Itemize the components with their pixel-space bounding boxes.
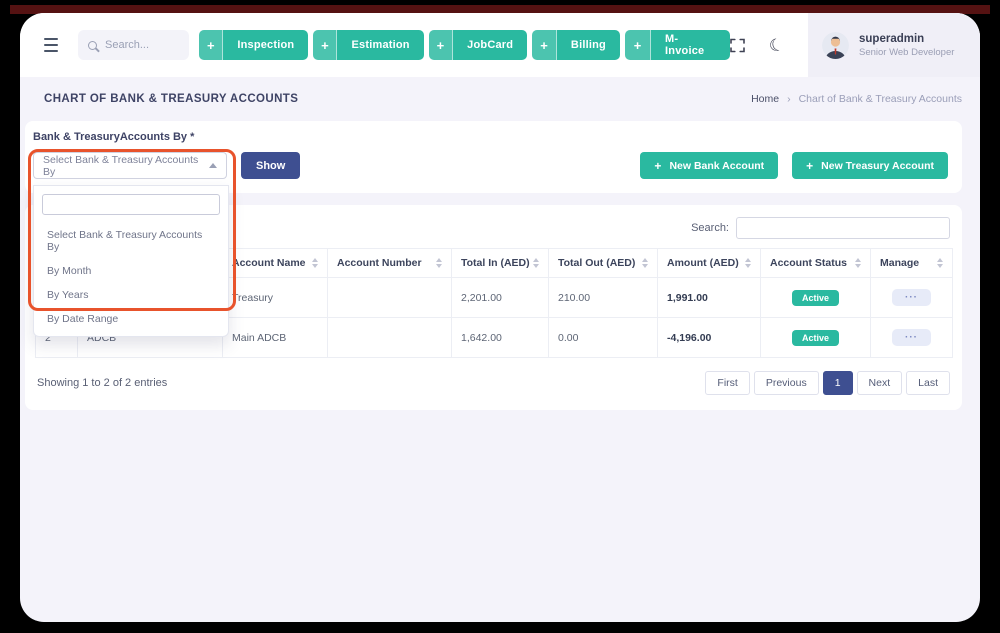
sort-icon [855,258,861,268]
inspection-button-label: Inspection [237,39,295,51]
cell-account-number [327,277,452,318]
new-bank-account-button[interactable]: + New Bank Account [640,152,779,179]
user-role: Senior Web Developer [859,46,955,58]
top-navbar: + Inspection + Estimation + JobCard + Bi… [20,13,980,77]
estimation-button-label: Estimation [351,39,410,51]
pagination-page-1[interactable]: 1 [822,371,853,395]
sort-icon [436,258,442,268]
accounts-by-select[interactable]: Select Bank & Treasury Accounts By [33,152,227,179]
dropdown-option-by-month[interactable]: By Month [47,265,92,277]
show-button[interactable]: Show [241,152,301,179]
dropdown-option-placeholder[interactable]: Select Bank & Treasury Accounts By [47,229,203,253]
fullscreen-icon[interactable] [729,38,745,53]
new-treasury-account-button[interactable]: + New Treasury Account [792,152,948,179]
col-header-amount[interactable]: Amount (AED) [657,248,761,278]
plus-icon: + [428,30,454,60]
billing-button[interactable]: + Billing [532,30,620,60]
table-search-row: Search: [35,214,952,248]
manage-actions-button[interactable]: ··· [892,289,931,306]
select-value: Select Bank & Treasury Accounts By [43,153,199,178]
cell-amount: 1,991.00 [657,277,761,318]
status-badge: Active [791,329,839,346]
col-header-account-name[interactable]: Account Name [222,248,328,278]
new-bank-account-label: New Bank Account [669,159,765,172]
plus-icon: + [313,30,338,60]
plus-icon: + [806,158,814,173]
estimation-button[interactable]: + Estimation [313,30,424,60]
billing-button-label: Billing [570,39,606,51]
dropdown-option-by-date-range[interactable]: By Date Range [47,313,119,325]
browser-top-strip [10,5,990,14]
cell-status: Active [760,277,871,318]
cell-account-name: Main ADCB [222,317,328,358]
col-header-account-status[interactable]: Account Status [760,248,871,278]
cell-manage: ··· [870,277,953,318]
filter-card: Bank & TreasuryAccounts By * Select Bank… [25,121,962,193]
page-header: CHART OF BANK & TREASURY ACCOUNTS Home ›… [20,77,980,121]
select-dropdown-panel: Select Bank & Treasury Accounts By By Mo… [33,185,229,337]
cell-status: Active [760,317,871,358]
col-header-total-out[interactable]: Total Out (AED) [548,248,658,278]
hamburger-menu-icon[interactable] [44,34,58,56]
user-info: superadmin Senior Web Developer [859,33,954,58]
plus-icon: + [654,158,662,173]
pagination-last[interactable]: Last [906,371,950,395]
sort-icon [312,258,318,268]
manage-actions-button[interactable]: ··· [892,329,931,346]
cell-total-in: 2,201.00 [451,277,549,318]
new-treasury-account-label: New Treasury Account [821,159,934,172]
dark-mode-moon-icon[interactable]: ☾ [766,33,787,57]
cell-total-out: 0.00 [548,317,658,358]
user-name: superadmin [859,32,925,45]
filter-row: Select Bank & Treasury Accounts By Show … [33,152,948,179]
jobcard-button-label: JobCard [467,39,514,51]
pagination-first[interactable]: First [705,371,750,395]
table-footer: Showing 1 to 2 of 2 entries First Previo… [35,358,952,400]
cell-account-name: Treasury [222,277,328,318]
col-header-manage[interactable]: Manage [870,248,953,278]
navbar-right: ☾ superadmin Senior Web Developer [729,13,980,77]
page-title: CHART OF BANK & TREASURY ACCOUNTS [44,93,299,105]
search-icon [88,40,97,50]
col-header-total-in[interactable]: Total In (AED) [451,248,549,278]
col-header-account-number[interactable]: Account Number [327,248,452,278]
app-window: + Inspection + Estimation + JobCard + Bi… [20,13,980,622]
sort-icon [937,258,943,268]
m-invoice-button-label: M-Invoice [665,33,705,57]
breadcrumb-separator-icon: › [787,93,791,105]
plus-icon: + [532,30,557,60]
m-invoice-button[interactable]: + M-Invoice [624,30,730,60]
inspection-button[interactable]: + Inspection [199,30,309,60]
table-search-input[interactable] [736,217,950,239]
breadcrumb-home-link[interactable]: Home [751,93,780,105]
dropdown-search-input[interactable] [42,194,220,215]
breadcrumb-current: Chart of Bank & Treasury Accounts [798,93,962,105]
global-search [78,30,190,60]
pagination: First Previous 1 Next Last [705,371,950,395]
status-badge: Active [791,289,839,306]
jobcard-button[interactable]: + JobCard [428,30,528,60]
plus-icon: + [199,30,224,60]
dropdown-option-by-years[interactable]: By Years [47,289,89,301]
showing-entries-text: Showing 1 to 2 of 2 entries [37,377,168,389]
sort-icon [533,258,539,268]
sort-icon [745,258,751,268]
quick-action-buttons: + Inspection + Estimation + JobCard + Bi… [199,30,730,60]
pagination-next[interactable]: Next [856,371,903,395]
cell-total-out: 210.00 [548,277,658,318]
filter-label: Bank & TreasuryAccounts By * [33,131,195,143]
plus-icon: + [624,30,652,60]
cell-total-in: 1,642.00 [451,317,549,358]
sort-icon [642,258,648,268]
table-search-label: Search: [691,222,729,234]
user-menu[interactable]: superadmin Senior Web Developer [808,13,980,77]
cell-amount: -4,196.00 [657,317,761,358]
cell-manage: ··· [870,317,953,358]
cell-account-number [327,317,452,358]
caret-up-icon [209,163,217,168]
search-input[interactable] [105,39,180,51]
avatar [822,31,849,59]
breadcrumb: Home › Chart of Bank & Treasury Accounts [751,93,962,105]
pagination-previous[interactable]: Previous [753,371,819,395]
